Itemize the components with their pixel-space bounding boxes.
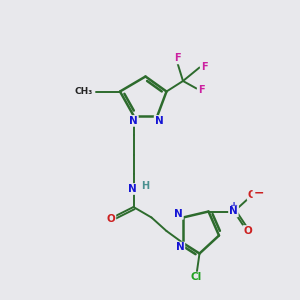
Text: CH₃: CH₃ <box>75 87 93 96</box>
Text: O: O <box>243 226 252 236</box>
Text: F: F <box>174 53 180 64</box>
Text: N: N <box>128 184 136 194</box>
Text: N: N <box>176 242 184 253</box>
Text: O: O <box>248 190 256 200</box>
Text: +: + <box>230 201 238 211</box>
Text: N: N <box>154 116 164 126</box>
Text: O: O <box>106 214 116 224</box>
Text: N: N <box>129 116 138 126</box>
Text: H: H <box>141 181 149 191</box>
Text: −: − <box>254 186 264 200</box>
Text: Cl: Cl <box>191 272 202 283</box>
Text: F: F <box>198 85 204 95</box>
Text: N: N <box>229 206 238 217</box>
Text: N: N <box>174 209 183 219</box>
Text: F: F <box>201 62 207 73</box>
